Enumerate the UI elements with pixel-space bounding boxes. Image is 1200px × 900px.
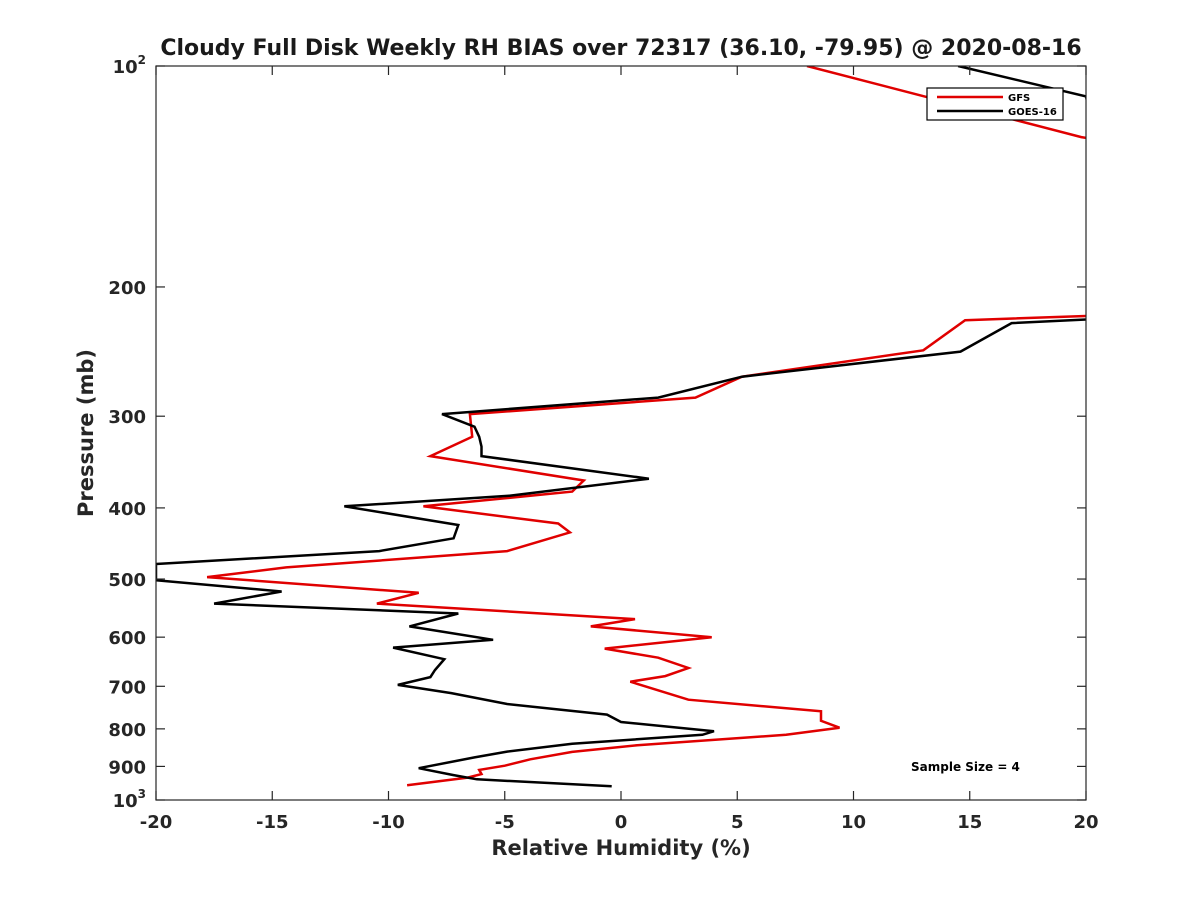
series-line-gfs: [206, 66, 1086, 787]
plot-frame: [155, 65, 1087, 801]
legend-label-goes16: GOES-16: [1008, 107, 1057, 118]
x-tick-label: -15: [256, 812, 289, 833]
y-tick-label: 500: [108, 570, 146, 591]
x-tick-label: 5: [731, 812, 744, 833]
chart-title: Cloudy Full Disk Weekly RH BIAS over 723…: [160, 36, 1081, 61]
x-tick-label: -10: [372, 812, 405, 833]
legend[interactable]: GFS GOES-16: [926, 87, 1064, 121]
x-axis-label: Relative Humidity (%): [491, 836, 750, 860]
x-tick-label: -20: [140, 812, 173, 833]
series-group: [156, 66, 1086, 788]
x-tick-label: -5: [495, 812, 515, 833]
legend-label-gfs: GFS: [1008, 93, 1030, 104]
x-axis: -20 -15 -10 -5 0 5 10 15 20: [140, 66, 1099, 833]
y-tick-label: 300: [108, 407, 146, 428]
y-tick-label: 600: [108, 628, 146, 649]
y-tick-label: 102: [113, 53, 146, 78]
legend-box: [926, 87, 1064, 121]
x-tick-label: 20: [1073, 812, 1098, 833]
y-tick-label: 800: [108, 720, 146, 741]
y-tick-label: 400: [108, 499, 146, 520]
y-axis-label: Pressure (mb): [74, 349, 98, 517]
y-tick-label: 200: [108, 278, 146, 299]
y-tick-label: 700: [108, 677, 146, 698]
x-tick-label: 15: [957, 812, 982, 833]
y-tick-label: 103: [113, 787, 146, 812]
y-tick-label: 900: [108, 757, 146, 778]
series-line-goes16: [156, 66, 1086, 788]
sample-size-annotation: Sample Size = 4: [911, 760, 1020, 774]
x-tick-label: 10: [841, 812, 866, 833]
y-axis: 102 200 300 400 500 600 700 800 900 103: [108, 53, 1086, 812]
x-tick-label: 0: [615, 812, 628, 833]
